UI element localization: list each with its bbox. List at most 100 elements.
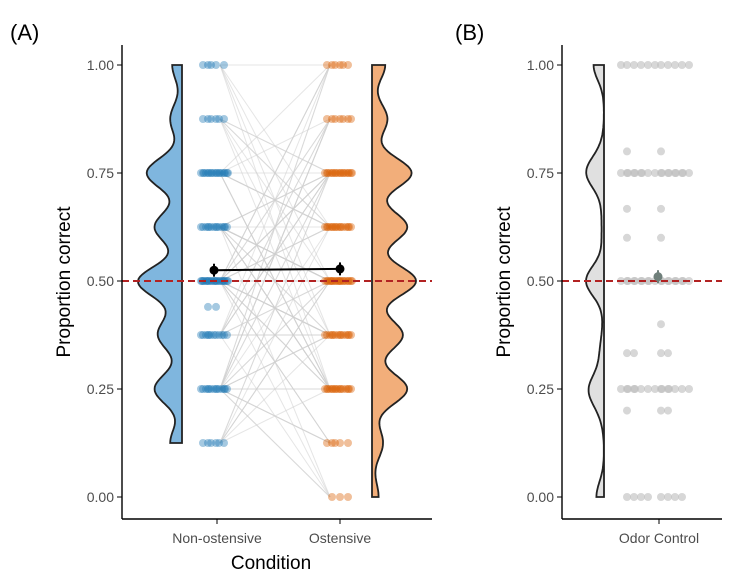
- data-point-ostensive: [336, 439, 344, 447]
- data-point-ostensive: [323, 385, 331, 393]
- data-point-ostensive: [345, 223, 353, 231]
- violin-ostensive: [371, 64, 417, 498]
- data-point-non-ostensive: [220, 169, 228, 177]
- data-point-ostensive: [342, 169, 350, 177]
- data-point-ostensive: [345, 331, 353, 339]
- data-point-odor-control: [623, 204, 631, 213]
- data-point-non-ostensive: [207, 61, 215, 69]
- data-point-ostensive: [331, 61, 339, 69]
- data-point-ostensive: [332, 385, 340, 393]
- data-point-ostensive: [344, 169, 352, 177]
- panel-a-plot: 0.00 0.25 0.50 0.75 1.00: [87, 45, 432, 524]
- data-point-non-ostensive: [213, 169, 221, 177]
- data-point-non-ostensive: [223, 223, 231, 231]
- data-point-non-ostensive: [204, 277, 212, 285]
- data-point-odor-control: [664, 493, 672, 501]
- data-point-odor-control: [658, 169, 666, 177]
- y-tick-label-b: 1.00: [527, 57, 554, 73]
- y-tick-label-a: 0.00: [87, 489, 114, 505]
- data-point-ostensive: [321, 169, 329, 177]
- data-point-non-ostensive: [212, 169, 220, 177]
- data-point-ostensive: [328, 223, 336, 231]
- data-point-ostensive: [321, 223, 329, 231]
- data-point-non-ostensive: [197, 169, 205, 177]
- data-point-odor-control: [630, 493, 638, 501]
- data-point-non-ostensive: [197, 385, 205, 393]
- data-point-non-ostensive: [212, 331, 220, 339]
- data-point-non-ostensive: [218, 223, 226, 231]
- data-point-non-ostensive: [207, 439, 215, 447]
- data-point-non-ostensive: [216, 169, 224, 177]
- data-point-odor-control: [657, 147, 665, 156]
- data-point-non-ostensive: [210, 169, 218, 177]
- data-point-ostensive: [344, 115, 352, 123]
- data-point-odor-control: [657, 204, 665, 213]
- data-point-non-ostensive: [215, 385, 223, 393]
- data-point-ostensive: [342, 385, 350, 393]
- data-point-odor-control: [624, 169, 632, 177]
- data-point-odor-control: [631, 169, 639, 177]
- data-point-non-ostensive: [220, 385, 228, 393]
- data-point-ostensive: [339, 115, 347, 123]
- data-point-non-ostensive: [216, 277, 224, 285]
- data-point-ostensive: [348, 169, 356, 177]
- data-point-non-ostensive: [221, 223, 229, 231]
- data-point-odor-control: [644, 169, 652, 177]
- subject-connector: [219, 118, 331, 228]
- subject-connector: [219, 64, 331, 174]
- data-point-non-ostensive: [199, 331, 207, 339]
- data-point-ostensive: [328, 115, 336, 123]
- data-point-ostensive: [334, 169, 342, 177]
- data-point-non-ostensive: [215, 277, 223, 285]
- data-point-odor-control: [658, 385, 666, 393]
- data-point-non-ostensive: [202, 331, 210, 339]
- data-point-non-ostensive: [205, 223, 213, 231]
- data-point-ostensive: [347, 277, 355, 285]
- data-point-ostensive: [328, 385, 336, 393]
- data-point-ostensive: [339, 169, 347, 177]
- data-point-ostensive: [334, 385, 342, 393]
- data-point-ostensive: [337, 331, 345, 339]
- data-point-ostensive: [336, 385, 344, 393]
- data-point-non-ostensive: [218, 385, 226, 393]
- data-point-ostensive: [336, 61, 344, 69]
- data-point-ostensive: [328, 61, 336, 69]
- data-point-ostensive: [324, 223, 332, 231]
- data-point-odor-control: [644, 61, 652, 69]
- data-point-non-ostensive: [204, 439, 212, 447]
- data-point-ostensive: [329, 169, 337, 177]
- data-point-non-ostensive: [218, 331, 226, 339]
- data-point-ostensive: [328, 439, 336, 447]
- data-point-ostensive: [342, 223, 350, 231]
- data-point-ostensive: [337, 385, 345, 393]
- y-tick-label-b: 0.25: [527, 381, 554, 397]
- data-point-non-ostensive: [202, 169, 210, 177]
- panel-label-b: (B): [455, 20, 484, 45]
- data-point-odor-control: [623, 349, 631, 358]
- data-point-non-ostensive: [223, 331, 231, 339]
- data-point-ostensive: [331, 439, 339, 447]
- y-axis-title-a: Proportion correct: [54, 206, 75, 358]
- data-point-ostensive: [329, 331, 337, 339]
- data-point-non-ostensive: [204, 331, 212, 339]
- data-point-odor-control: [671, 385, 679, 393]
- data-point-non-ostensive: [215, 439, 223, 447]
- data-point-ostensive: [323, 169, 331, 177]
- data-point-non-ostensive: [199, 223, 207, 231]
- data-point-non-ostensive: [223, 169, 231, 177]
- subject-connector: [219, 172, 331, 444]
- data-point-odor-control: [664, 61, 672, 69]
- data-point-odor-control: [664, 406, 672, 415]
- data-point-non-ostensive: [204, 61, 212, 69]
- data-point-odor-control: [617, 385, 625, 393]
- data-point-ostensive: [329, 223, 337, 231]
- data-point-ostensive: [334, 223, 342, 231]
- data-point-odor-control: [637, 61, 645, 69]
- data-point-non-ostensive: [215, 169, 223, 177]
- data-point-ostensive: [339, 223, 347, 231]
- data-point-non-ostensive: [220, 331, 228, 339]
- data-point-odor-control: [685, 385, 693, 393]
- data-point-ostensive: [326, 385, 334, 393]
- subject-connector: [219, 172, 331, 228]
- panel-label-a: (A): [10, 20, 39, 45]
